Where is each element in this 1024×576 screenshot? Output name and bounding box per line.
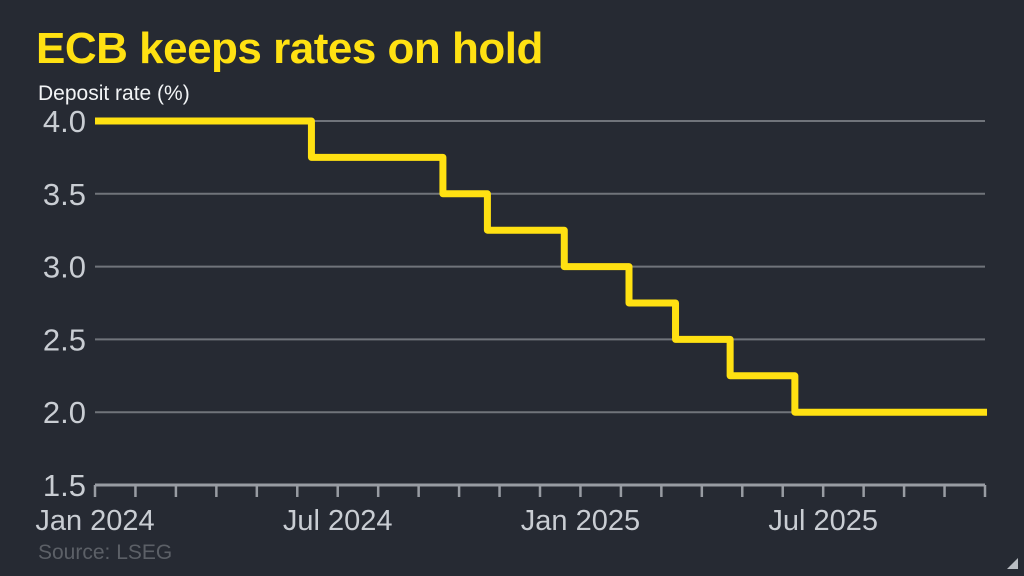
y-axis-tick-label: 1.5 bbox=[43, 468, 86, 503]
chart-title: ECB keeps rates on hold bbox=[36, 24, 543, 73]
resize-handle-icon[interactable] bbox=[1007, 558, 1018, 569]
x-axis-tick-label: Jan 2024 bbox=[35, 505, 154, 537]
x-axis-tick-label: Jan 2025 bbox=[521, 505, 640, 537]
y-axis-tick-label: 2.0 bbox=[43, 395, 86, 430]
x-axis-tick-label: Jul 2024 bbox=[283, 505, 393, 537]
y-axis-tick-label: 2.5 bbox=[43, 322, 86, 357]
deposit-rate-line bbox=[95, 117, 988, 416]
y-axis-tick-label: 3.5 bbox=[43, 177, 86, 212]
x-axis-tick-label: Jul 2025 bbox=[768, 505, 878, 537]
source-label: Source: LSEG bbox=[38, 541, 173, 564]
y-axis-tick-label: 3.0 bbox=[43, 250, 86, 285]
y-axis-tick-label: 4.0 bbox=[43, 104, 86, 139]
chart-subtitle: Deposit rate (%) bbox=[38, 82, 190, 105]
